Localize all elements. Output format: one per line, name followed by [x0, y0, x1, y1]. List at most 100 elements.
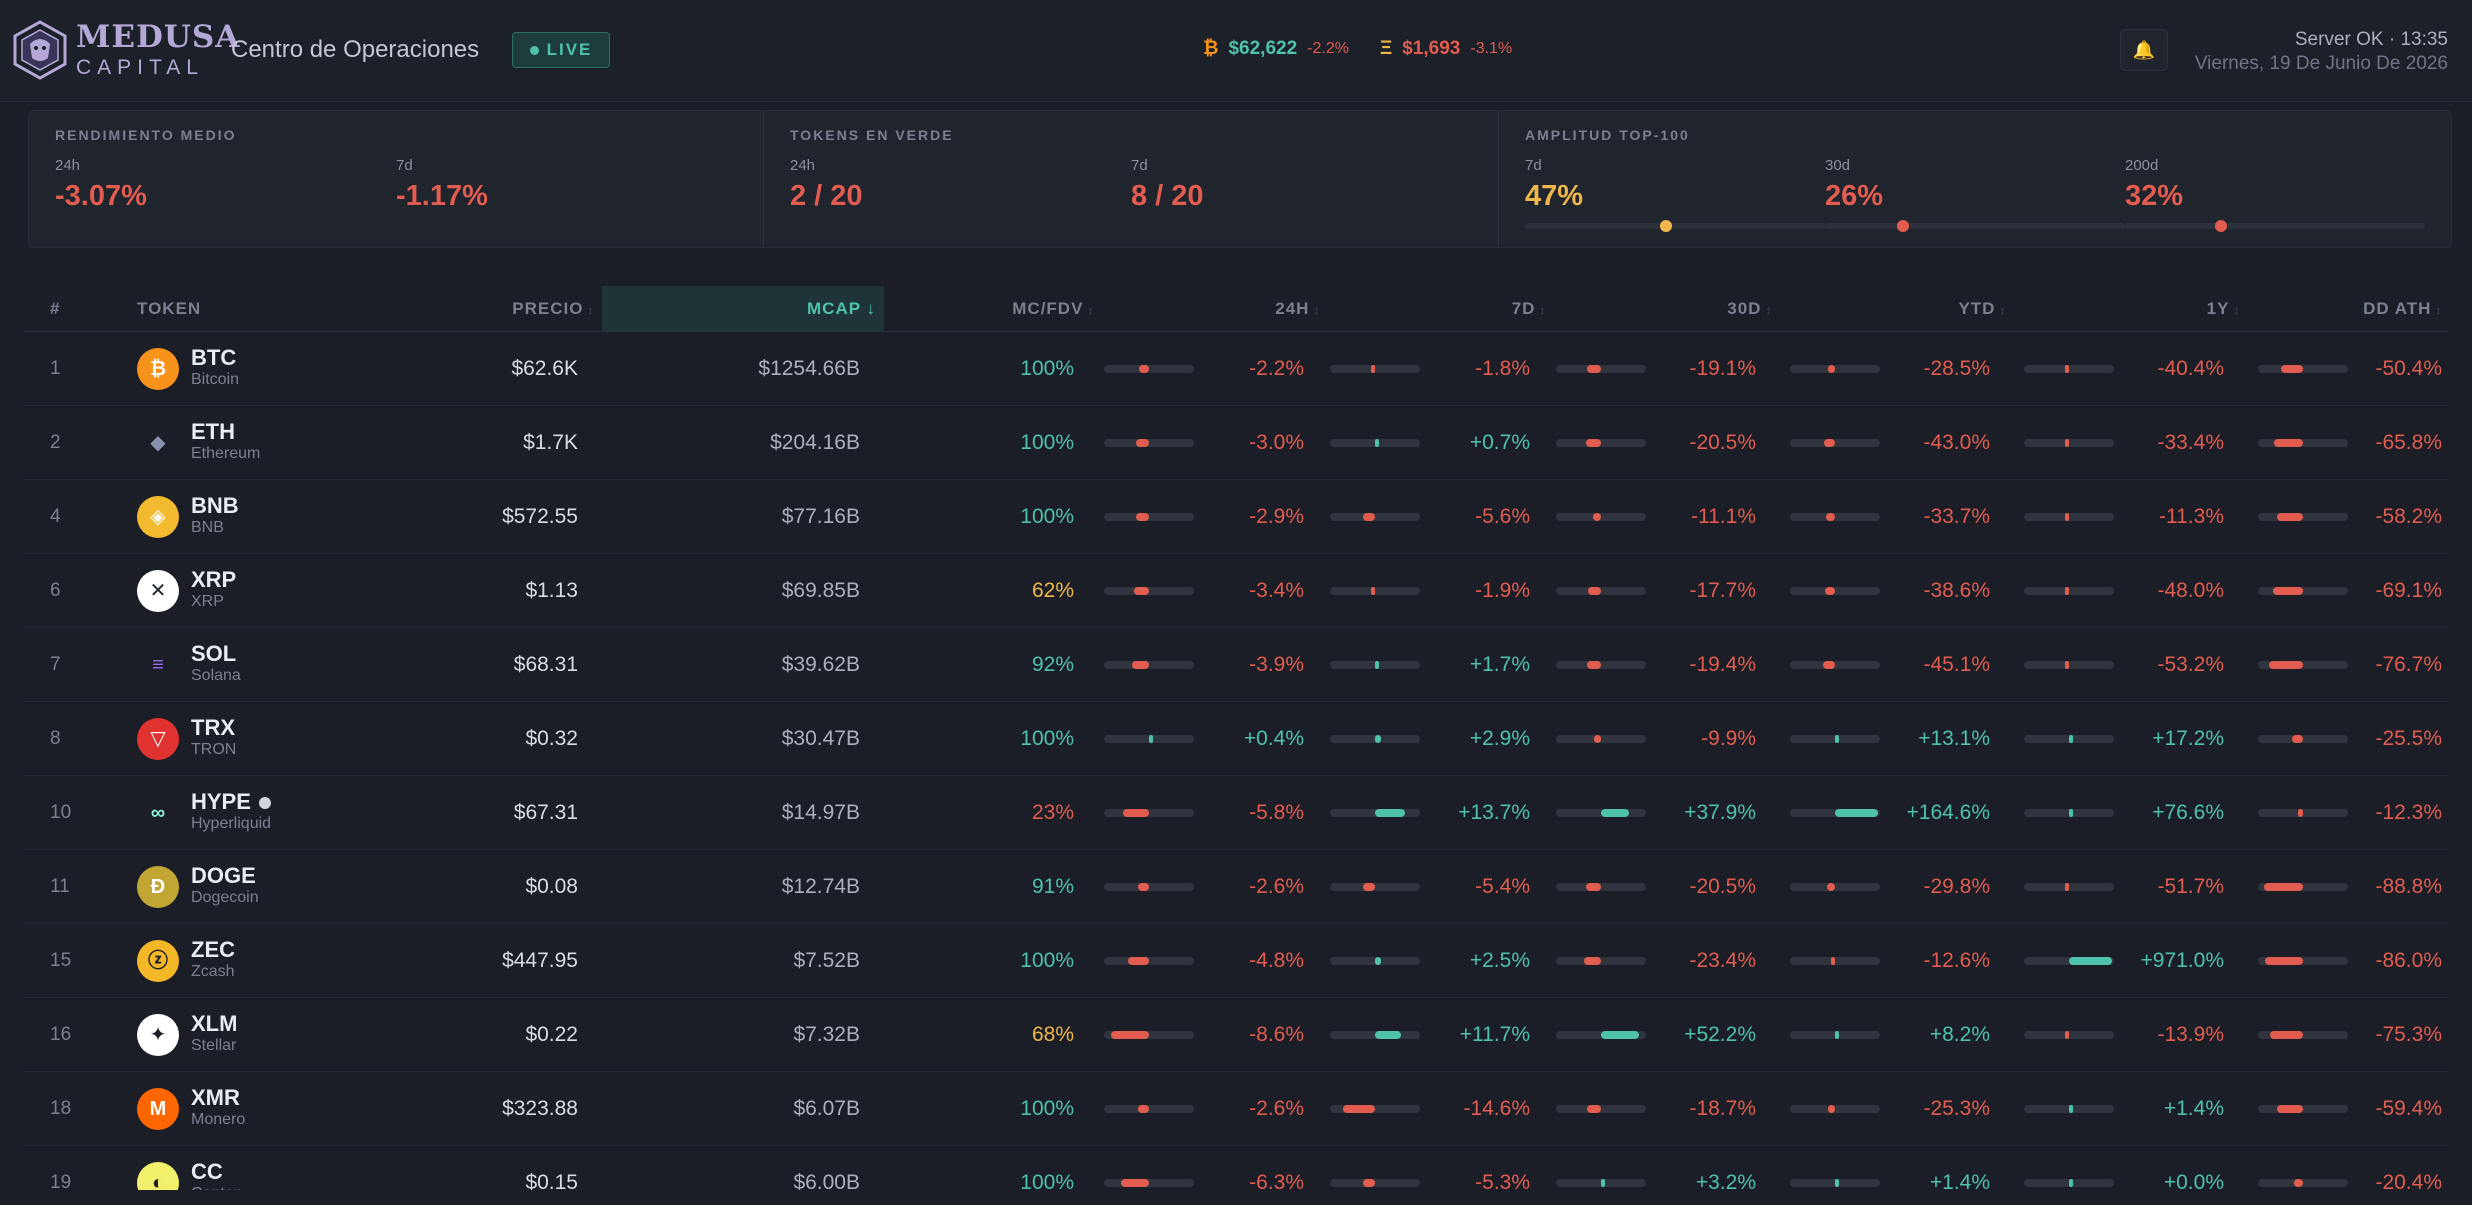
gauge-marker [1897, 220, 1909, 232]
change-cell: -3.0% [1104, 406, 1304, 480]
table-row[interactable]: 7 ≡ SOL Solana $68.31 $39.62B 92% -3.9% +1… [24, 628, 2448, 702]
change-value: +0.4% [1243, 727, 1304, 750]
bell-icon: 🔔 [2132, 39, 2156, 60]
change-bar [1556, 809, 1646, 817]
stat-avg-return-7d: 7d -1.17% [396, 157, 737, 213]
change-bar-fill [1594, 735, 1601, 743]
token-text: ZEC Zcash [191, 939, 235, 983]
col-token[interactable]: TOKEN [137, 299, 202, 318]
token-price: $323.88 [502, 1097, 578, 1120]
change-cell: -18.7% [1556, 1072, 1756, 1146]
change-value: -5.6% [1475, 505, 1530, 528]
change-value: -14.6% [1463, 1097, 1530, 1120]
btc-price: $62,622 [1228, 38, 1298, 59]
stat-green-tokens-7d: 7d 8 / 20 [1131, 157, 1472, 213]
change-bar [1790, 661, 1880, 669]
change-bar-fill [1363, 513, 1375, 521]
ethereum-icon: Ξ [1380, 38, 1393, 59]
token-price: $0.32 [525, 727, 578, 750]
stat-group-title: AMPLITUD TOP-100 [1525, 127, 1690, 143]
monero-icon: M [137, 1088, 179, 1130]
change-bar [1330, 1031, 1420, 1039]
token-cell: ◈ BNB BNB [137, 480, 239, 554]
col-dd-ath[interactable]: DD ATH [2234, 286, 2442, 332]
table-row[interactable]: 2 ◆ ETH Ethereum $1.7K $204.16B 100% -3.0%… [24, 406, 2448, 480]
change-value: -8.6% [1249, 1023, 1304, 1046]
table-row[interactable]: 10 ∞ HYPE Hyperliquid $67.31 $14.97B 23% -… [24, 776, 2448, 850]
change-bar-fill [1371, 365, 1375, 373]
change-bar [1790, 883, 1880, 891]
table-row[interactable]: 6 ✕ XRP XRP $1.13 $69.85B 62% -3.4% -1.9% [24, 554, 2448, 628]
change-bar [1104, 1031, 1194, 1039]
token-glyph: ⓩ [148, 950, 168, 972]
col-mcap[interactable]: MCAP ↓ [602, 286, 884, 332]
table-row[interactable]: 16 ✦ XLM Stellar $0.22 $7.32B 68% -8.6% +1… [24, 998, 2448, 1072]
change-value: +13.7% [1458, 801, 1530, 824]
server-status: Server OK · 13:35 Viernes, 19 De Junio D… [2195, 28, 2448, 76]
token-name: Bitcoin [191, 371, 240, 388]
change-bar-fill [2298, 809, 2303, 817]
stat-value: 2 / 20 [790, 180, 863, 212]
token-symbol: XLM [191, 1013, 237, 1035]
col-1y[interactable]: 1Y [2024, 286, 2240, 332]
token-mc-fdv: 62% [1031, 579, 1074, 602]
col-mcfdv[interactable]: MC/FDV [884, 286, 1094, 332]
col-ytd[interactable]: YTD [1790, 286, 2006, 332]
change-bar-fill [1827, 883, 1835, 891]
change-bar-fill [1138, 1105, 1149, 1113]
change-cell: -53.2% [2024, 628, 2224, 702]
token-name: BNB [191, 519, 224, 536]
token-name: Canton [191, 1183, 243, 1190]
change-cell: -88.8% [2258, 850, 2442, 924]
table-row[interactable]: 15 ⓩ ZEC Zcash $447.95 $7.52B 100% -4.8% +… [24, 924, 2448, 998]
token-symbol: DOGE [191, 865, 259, 887]
change-cell: +0.0% [2024, 1146, 2224, 1190]
change-bar-fill [2069, 735, 2073, 743]
stat-label: 24h [55, 157, 81, 174]
token-symbol: ZEC [191, 939, 235, 961]
token-mc-fdv: 100% [1020, 949, 1074, 972]
change-value: -19.4% [1689, 653, 1756, 676]
col-24h[interactable]: 24H [1104, 286, 1320, 332]
change-bar-fill [1828, 1105, 1835, 1113]
change-value: -53.2% [2157, 653, 2224, 676]
change-cell: +76.6% [2024, 776, 2224, 850]
stat-label: 24h [790, 157, 816, 174]
token-symbol-text: ZEC [191, 937, 235, 962]
col-30d[interactable]: 30D [1556, 286, 1772, 332]
stat-group-avg-return: RENDIMIENTO MEDIO 24h -3.07% 7d -1.17% [29, 111, 764, 247]
token-name: XRP [191, 593, 224, 610]
change-value: -59.4% [2375, 1097, 2442, 1120]
stellar-icon: ✦ [137, 1014, 179, 1056]
change-bar-fill [1588, 587, 1601, 595]
table-row[interactable]: 11 Ð DOGE Dogecoin $0.08 $12.74B 91% -2.6%… [24, 850, 2448, 924]
token-mc-fdv: 100% [1020, 727, 1074, 750]
change-cell: +0.7% [1330, 406, 1530, 480]
row-rank: 18 [50, 1098, 72, 1119]
change-bar [2258, 809, 2348, 817]
change-cell: +8.2% [1790, 998, 1990, 1072]
notifications-button[interactable]: 🔔 [2120, 29, 2168, 71]
col-price[interactable]: PRECIO [324, 286, 594, 332]
token-symbol-text: ETH [191, 419, 235, 444]
token-glyph: ◆ [150, 432, 166, 454]
change-cell: -51.7% [2024, 850, 2224, 924]
table-row[interactable]: 18 M XMR Monero $323.88 $6.07B 100% -2.6% … [24, 1072, 2448, 1146]
table-row[interactable]: 1 ₿ BTC Bitcoin $62.6K $1254.66B 100% -2.2… [24, 332, 2448, 406]
col-7d[interactable]: 7D [1330, 286, 1546, 332]
page-title: Centro de Operaciones [231, 36, 480, 63]
change-bar-fill [1136, 439, 1149, 447]
change-bar-fill [1587, 365, 1601, 373]
table-row[interactable]: 4 ◈ BNB BNB $572.55 $77.16B 100% -2.9% -5.… [24, 480, 2448, 554]
change-bar-fill [2065, 883, 2069, 891]
change-bar-fill [2274, 439, 2303, 447]
table-row[interactable]: 19 ◐ CC Canton $0.15 $6.00B 100% -6.3% -5.… [24, 1146, 2448, 1190]
change-bar-fill [1136, 513, 1149, 521]
change-bar [1330, 883, 1420, 891]
token-symbol: CC [191, 1161, 243, 1183]
table-row[interactable]: 8 ▽ TRX TRON $0.32 $30.47B 100% +0.4% +2.9… [24, 702, 2448, 776]
token-symbol-text: SOL [191, 641, 237, 666]
logo[interactable]: MEDUSA CAPITAL [12, 20, 240, 80]
logo-line2: CAPITAL [76, 56, 204, 79]
live-badge: LIVE [512, 32, 610, 68]
